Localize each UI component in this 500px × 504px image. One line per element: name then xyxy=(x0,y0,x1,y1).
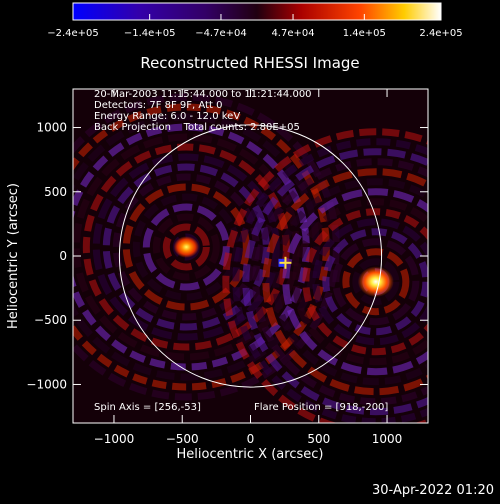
image-ring xyxy=(332,238,420,326)
image-ring xyxy=(152,213,220,281)
image-ring xyxy=(302,208,428,356)
flare-source xyxy=(357,266,394,297)
image-ring xyxy=(92,153,280,341)
y-tick-label: −500 xyxy=(34,313,67,327)
image-ring xyxy=(132,193,240,301)
annotation-time-range: 20-Mar-2003 11:15:44.000 to 11:21:44.000 xyxy=(94,89,312,100)
image-ring xyxy=(342,248,410,316)
colorbar-tick-label: 4.7e+04 xyxy=(271,28,314,39)
plot-area xyxy=(73,89,428,423)
chart-title: Reconstructed RHESSI Image xyxy=(140,54,359,72)
image-ring xyxy=(242,148,428,416)
annotation-detectors: Detectors: 7F 8F 9F, Att 0 xyxy=(94,100,222,111)
reconstructed-image xyxy=(73,93,428,423)
y-axis-label: Heliocentric Y (arcsec) xyxy=(6,183,21,329)
image-ring xyxy=(82,143,290,351)
image-ring xyxy=(282,188,428,376)
solar-disk-limb xyxy=(118,124,383,388)
colorbar-tick-label: 1.4e+05 xyxy=(343,28,386,39)
colorbar xyxy=(72,2,442,21)
image-ring xyxy=(162,223,210,271)
image-ring xyxy=(262,168,428,396)
annotation-method-counts: Back Projection Total counts: 2.80E+05 xyxy=(94,122,300,133)
footer-date: 30-Apr-2022 01:20 xyxy=(372,483,494,498)
image-ring xyxy=(352,258,400,306)
colorbar-tick-label: −1.4e+05 xyxy=(124,28,176,39)
x-tick-label: 1000 xyxy=(372,432,403,446)
image-ring xyxy=(272,178,428,386)
flare-position-label: Flare Position = [918,-200] xyxy=(254,402,388,413)
y-tick-label: 500 xyxy=(44,185,67,199)
x-axis-label: Heliocentric X (arcsec) xyxy=(177,447,324,462)
colorbar-tick-label: −2.4e+05 xyxy=(47,28,99,39)
image-ring xyxy=(292,198,428,366)
image-ring xyxy=(73,113,320,381)
x-tick-label: 0 xyxy=(247,432,255,446)
y-tick-label: −1000 xyxy=(26,377,67,391)
y-tick-label: 0 xyxy=(59,249,67,263)
image-ring xyxy=(222,128,428,423)
colorbar-tick-label: 2.4e+05 xyxy=(419,28,462,39)
x-tick-label: 500 xyxy=(307,432,330,446)
colorbar-tick-label: −4.7e+04 xyxy=(195,28,247,39)
x-tick-label: −500 xyxy=(166,432,199,446)
x-tick-label: −1000 xyxy=(94,432,135,446)
image-ring xyxy=(142,203,230,291)
image-ring xyxy=(112,173,260,321)
image-ring xyxy=(102,163,270,331)
image-ring xyxy=(122,183,250,311)
flare-source xyxy=(173,236,200,258)
image-ring xyxy=(322,228,428,336)
axis-ticks: −1000 −500 0 500 1000 −1000 −500 0 500 1000 xyxy=(26,89,428,446)
colorbar-ticks: −2.4e+05 −1.4e+05 −4.7e+04 4.7e+04 1.4e+05 2.… xyxy=(47,14,463,39)
y-tick-label: 1000 xyxy=(36,121,67,135)
spin-axis-label: Spin Axis = [256,-53] xyxy=(94,402,201,413)
annotation-energy-range: Energy Range: 6.0 - 12.0 keV xyxy=(94,111,240,122)
